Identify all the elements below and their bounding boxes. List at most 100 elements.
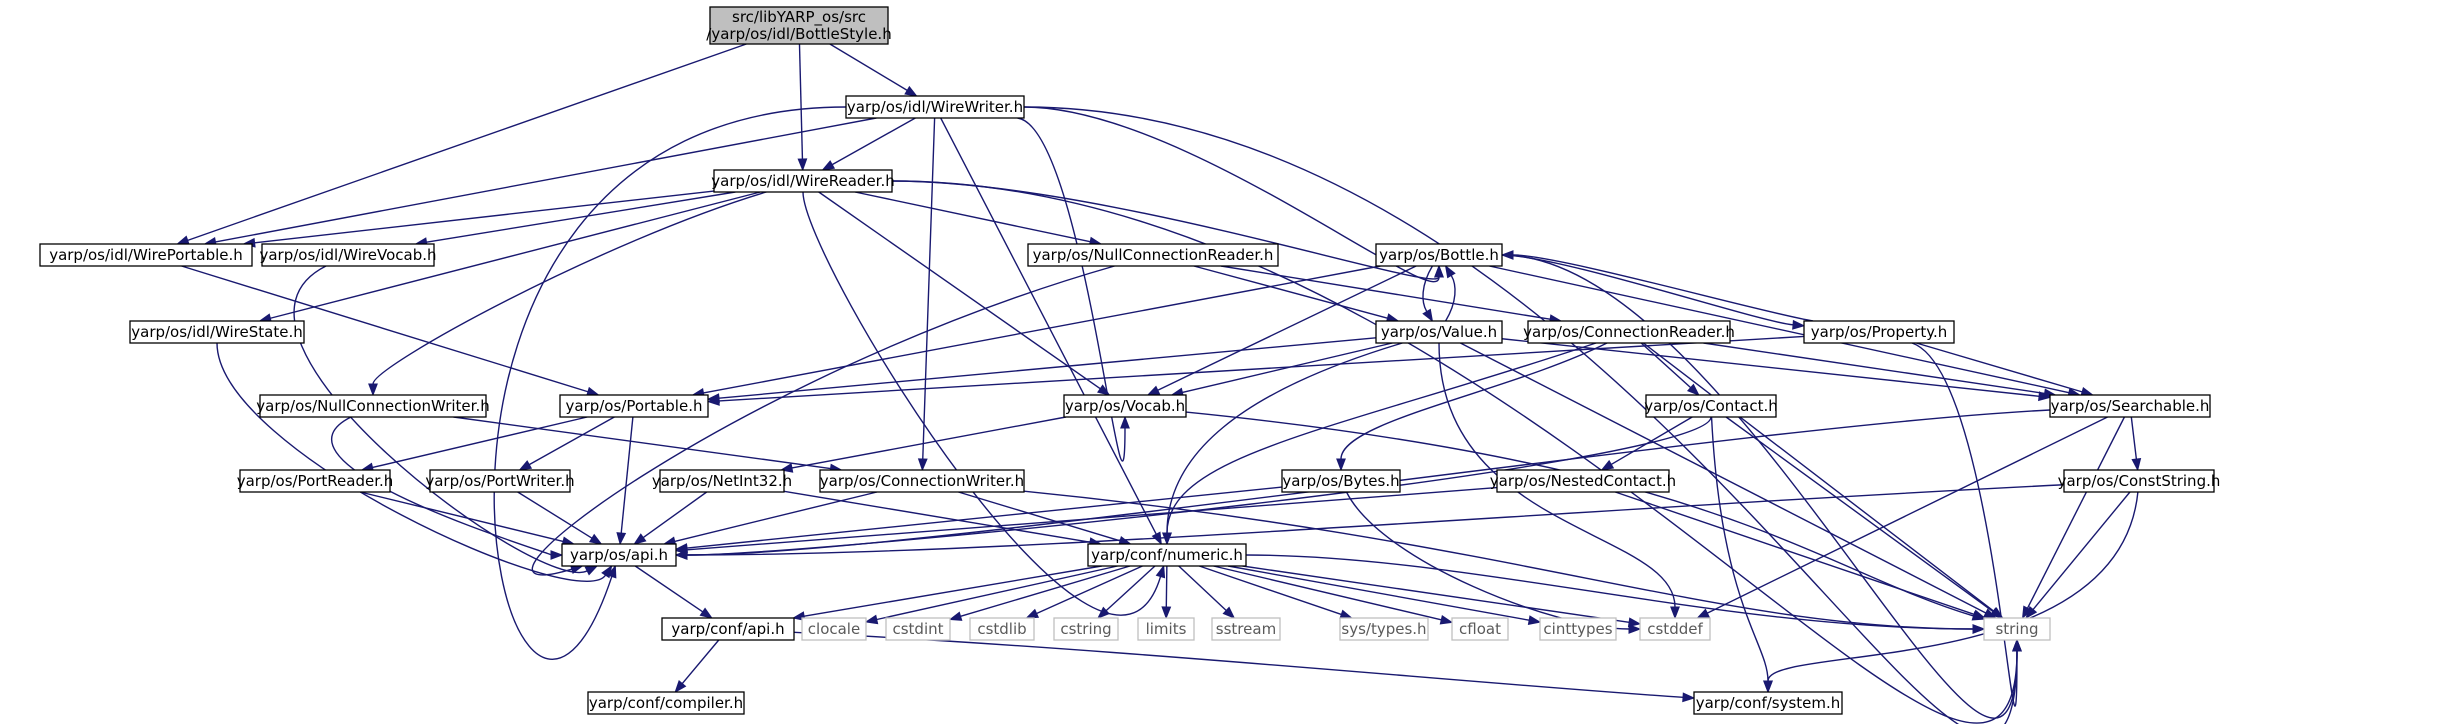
node-portreader[interactable]: yarp/os/PortReader.h bbox=[237, 469, 394, 493]
edge-line bbox=[453, 416, 831, 470]
edge-line bbox=[1501, 254, 2018, 719]
node-wireportable[interactable]: yarp/os/idl/WirePortable.h bbox=[39, 243, 253, 267]
node-portable[interactable]: yarp/os/Portable.h bbox=[559, 394, 709, 418]
edge-line bbox=[293, 265, 588, 574]
edge-line bbox=[1227, 565, 1530, 621]
node-label: yarp/conf/compiler.h bbox=[589, 694, 743, 712]
node-portwriter[interactable]: yarp/os/PortWriter.h bbox=[425, 469, 575, 493]
node-bytes[interactable]: yarp/os/Bytes.h bbox=[1281, 469, 1401, 493]
edge-connreader-to-string bbox=[1642, 342, 2004, 619]
node-property[interactable]: yarp/os/Property.h bbox=[1803, 320, 1955, 344]
edge-property-to-string bbox=[1911, 342, 2022, 707]
node-wirestate[interactable]: yarp/os/idl/WireState.h bbox=[129, 320, 305, 344]
edge-bytes-to-osapi bbox=[674, 486, 1283, 553]
nodes: src/libYARP_os/src/yarp/os/idl/BottleSty… bbox=[39, 6, 2221, 715]
node-string: string bbox=[1983, 617, 2051, 641]
node-box bbox=[1211, 617, 1281, 641]
node-conststring[interactable]: yarp/os/ConstString.h bbox=[2058, 469, 2221, 493]
arrowhead-icon bbox=[616, 532, 627, 546]
node-osapi[interactable]: yarp/os/api.h bbox=[561, 543, 677, 567]
node-nullconnreader[interactable]: yarp/os/NullConnectionReader.h bbox=[1027, 243, 1279, 267]
node-box bbox=[2063, 469, 2215, 493]
node-wirereader[interactable]: yarp/os/idl/WireReader.h bbox=[711, 169, 895, 193]
edge-line bbox=[783, 490, 1091, 543]
node-netint32[interactable]: yarp/os/NetInt32.h bbox=[652, 469, 792, 493]
edge-portable-to-portwriter bbox=[518, 416, 615, 471]
node-wirewriter[interactable]: yarp/os/idl/WireWriter.h bbox=[845, 95, 1025, 119]
edge-wirewriter-to-connwriter bbox=[917, 117, 936, 472]
node-box bbox=[2049, 394, 2211, 418]
edge-property-to-bottle bbox=[1500, 250, 1814, 322]
edge-line bbox=[426, 191, 736, 243]
node-label: sys/types.h bbox=[1341, 620, 1426, 638]
node-label: yarp/os/NestedContact.h bbox=[1490, 472, 1676, 490]
node-connwriter[interactable]: yarp/os/ConnectionWriter.h bbox=[819, 469, 1025, 493]
node-box bbox=[1281, 469, 1401, 493]
edge-line bbox=[1725, 416, 1994, 613]
edge-line bbox=[829, 43, 908, 91]
edge-line bbox=[1916, 342, 2083, 393]
node-limits: limits bbox=[1137, 617, 1195, 641]
edge-bottle-to-portable bbox=[691, 265, 1381, 398]
arrowhead-icon bbox=[550, 550, 564, 560]
node-confapi[interactable]: yarp/conf/api.h bbox=[661, 617, 795, 641]
arrowhead-icon bbox=[588, 533, 603, 545]
arrowhead-icon bbox=[1155, 564, 1166, 579]
edge-value-to-bottle bbox=[1444, 264, 1456, 322]
arrowhead-icon bbox=[1670, 606, 1680, 620]
arrowhead-icon bbox=[706, 396, 720, 406]
edge-wirereader-to-nullconnwriter bbox=[368, 191, 767, 397]
edge-line bbox=[1703, 342, 2045, 395]
arrowhead-icon bbox=[1792, 319, 1806, 330]
node-box bbox=[1375, 320, 1503, 344]
arrowhead-icon bbox=[1120, 415, 1130, 429]
node-bottle[interactable]: yarp/os/Bottle.h bbox=[1375, 243, 1503, 267]
node-box bbox=[1027, 243, 1279, 267]
edge-line bbox=[876, 565, 1118, 621]
edge-line bbox=[686, 486, 1498, 551]
node-wirevocab[interactable]: yarp/os/idl/WireVocab.h bbox=[259, 243, 437, 267]
arrowhead-icon bbox=[1989, 607, 2004, 619]
arrowhead-icon bbox=[1162, 532, 1172, 546]
edge-line bbox=[791, 416, 1067, 469]
arrowhead-icon bbox=[917, 458, 928, 472]
node-nestedcontact[interactable]: yarp/os/NestedContact.h bbox=[1490, 469, 1676, 493]
node-label: yarp/os/Value.h bbox=[1381, 323, 1497, 341]
edge-portreader-to-osapi bbox=[360, 491, 576, 547]
node-label: limits bbox=[1146, 620, 1187, 638]
edge-line bbox=[1340, 342, 1608, 460]
edge-line bbox=[1178, 565, 1227, 611]
edge-connreader-to-numeric bbox=[1162, 342, 1597, 546]
edge-line bbox=[1422, 265, 1434, 312]
edge-line bbox=[1023, 106, 2018, 724]
node-contact[interactable]: yarp/os/Contact.h bbox=[1644, 394, 1778, 418]
node-label: yarp/os/ConstString.h bbox=[2058, 472, 2221, 490]
edge-osapi-to-confapi bbox=[634, 565, 713, 619]
node-searchable[interactable]: yarp/os/Searchable.h bbox=[2049, 394, 2211, 418]
node-box bbox=[801, 617, 867, 641]
node-numeric[interactable]: yarp/conf/numeric.h bbox=[1087, 543, 1247, 567]
edge-nestedcontact-to-string bbox=[1615, 491, 1987, 619]
edge-line bbox=[1017, 117, 1126, 462]
node-vocab[interactable]: yarp/os/Vocab.h bbox=[1063, 394, 1187, 418]
edge-line bbox=[1165, 565, 1168, 608]
edge-bottle-to-value bbox=[1422, 265, 1434, 323]
edge-line bbox=[940, 117, 1157, 535]
node-nullconnwriter[interactable]: yarp/os/NullConnectionWriter.h bbox=[256, 394, 490, 418]
edge-line bbox=[1166, 342, 1403, 534]
node-value[interactable]: yarp/os/Value.h bbox=[1375, 320, 1503, 344]
arrowhead-icon bbox=[948, 611, 963, 621]
arrowhead-icon bbox=[1682, 692, 1696, 703]
node-compiler[interactable]: yarp/conf/compiler.h bbox=[587, 691, 745, 715]
node-box bbox=[429, 469, 571, 493]
edge-line bbox=[330, 416, 552, 556]
edge-line bbox=[1213, 565, 1442, 621]
node-system[interactable]: yarp/conf/system.h bbox=[1693, 691, 1843, 715]
node-connreader[interactable]: yarp/os/ConnectionReader.h bbox=[1523, 320, 1735, 344]
node-box bbox=[1803, 320, 1955, 344]
edge-value-to-numeric bbox=[1162, 342, 1403, 546]
edge-line bbox=[1460, 342, 1987, 614]
node-box bbox=[1639, 617, 1711, 641]
edge-value-to-searchable bbox=[1501, 338, 2052, 402]
edge-line bbox=[686, 486, 1283, 549]
